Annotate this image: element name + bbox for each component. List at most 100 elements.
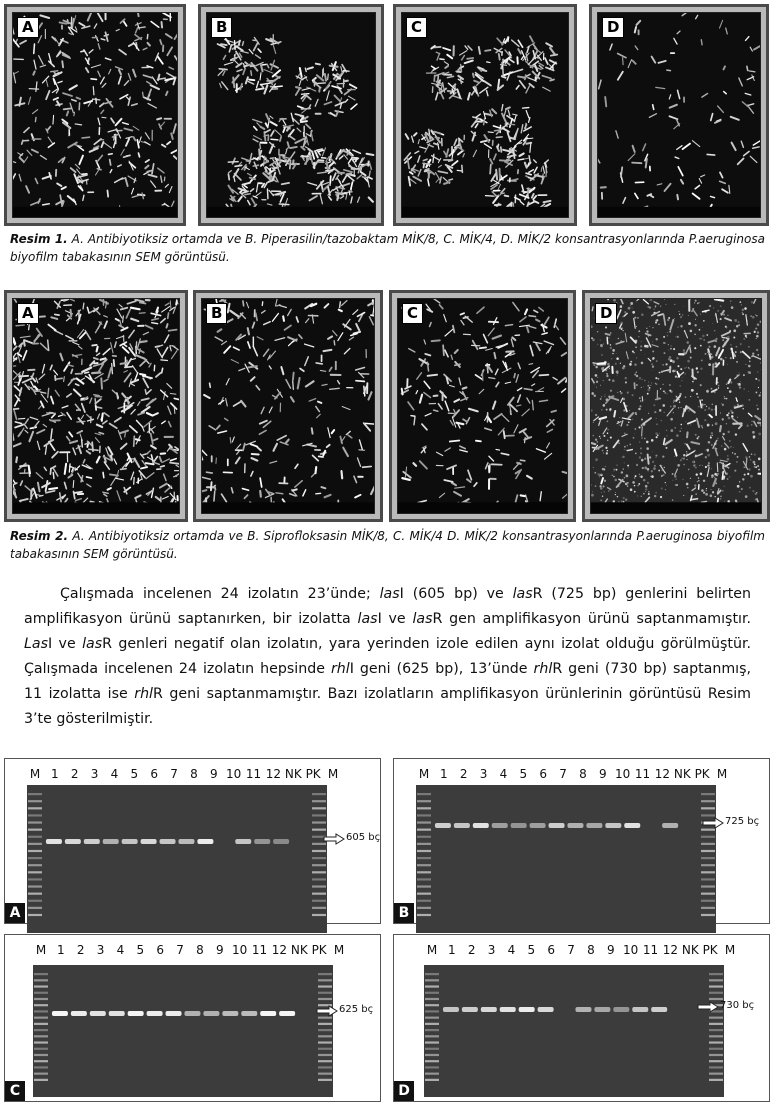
lane-label: 6	[539, 767, 548, 781]
gel-band	[45, 839, 62, 844]
panel-letter: B	[206, 303, 228, 324]
gel-band	[594, 1007, 611, 1012]
ladder-band	[709, 979, 723, 982]
gel-image	[27, 785, 327, 933]
ladder-band	[709, 991, 723, 994]
ladder-band	[709, 1047, 723, 1050]
lane-label: 3	[90, 767, 99, 781]
ladder-band	[701, 828, 715, 831]
lane-label: PK	[305, 767, 321, 781]
lane-label: 6	[150, 767, 159, 781]
lane-label: 6	[156, 943, 165, 957]
lane-label: 3	[487, 943, 496, 957]
panel-letter: C	[406, 17, 428, 38]
lane-label: 5	[527, 943, 536, 957]
lane-label: 12	[654, 767, 671, 781]
lane-label: 2	[70, 767, 79, 781]
ladder-band	[417, 814, 431, 817]
lane-label: 9	[606, 943, 615, 957]
ladder-band	[34, 985, 48, 988]
ladder-band	[425, 1072, 439, 1075]
lane-label: 9	[209, 767, 218, 781]
ladder-band	[709, 997, 723, 1001]
ladder-band	[709, 1078, 723, 1081]
lane-label: 7	[559, 767, 567, 781]
ladder-band	[425, 991, 439, 994]
lane-label: 1	[51, 767, 59, 781]
sem-image	[13, 299, 179, 513]
lane-label: 10	[232, 943, 248, 957]
panel-letter: C	[402, 303, 424, 324]
lane-label: 3	[96, 943, 105, 957]
gel-band	[453, 823, 470, 828]
lane-label: 9	[215, 943, 224, 957]
lane-labels: M 1 2 3 4 5 6 7 8 9 10 11 12 NK PK M	[5, 943, 380, 961]
ladder-band	[425, 1035, 439, 1038]
ladder-band	[28, 807, 42, 810]
gel-band	[605, 823, 622, 828]
arrow-right-icon	[316, 1005, 338, 1017]
lane-label: 12	[662, 943, 679, 957]
ladder-band	[701, 835, 715, 838]
ladder-band	[312, 871, 326, 874]
ladder-band	[318, 1035, 332, 1038]
sem-panel-2b: B	[193, 290, 383, 522]
ladder-band	[425, 979, 439, 982]
ladder-band	[417, 800, 431, 803]
lane-labels: M 1 2 3 4 5 6 7 8 9 10 11 12 NK PK M	[394, 767, 769, 785]
lane-label: 10	[623, 943, 639, 957]
ladder-band	[312, 878, 326, 881]
gel-band	[548, 823, 565, 828]
ladder-band	[425, 1060, 439, 1063]
gel-band	[434, 823, 451, 828]
gel-band	[108, 1011, 125, 1016]
ladder-band	[701, 878, 715, 881]
gel-band	[102, 839, 119, 844]
lane-label: NK	[673, 767, 691, 781]
ladder-band	[312, 814, 326, 817]
lane-label: 5	[136, 943, 145, 957]
ladder-band	[701, 899, 715, 902]
panel-letter: D	[394, 1081, 414, 1101]
ladder-band	[28, 835, 42, 838]
ladder-band	[425, 1004, 439, 1007]
gel-band	[222, 1011, 239, 1016]
gel-band	[197, 839, 214, 844]
ladder-band	[318, 1022, 332, 1025]
sem-panel-2d: D	[582, 290, 770, 522]
ladder-band	[318, 985, 332, 988]
sem-image	[398, 299, 567, 513]
gel-panel-c: M 1 2 3 4 5 6 7 8 9 10 11 12 NK PK M 625 bç C	[4, 934, 381, 1102]
lane-label: 1	[440, 767, 448, 781]
ladder-band	[417, 842, 431, 845]
gel-panel-a: M 1 2 3 4 5 6 7 8 9 10 11 12 NK PK M 605 bç A	[4, 758, 381, 933]
lane-label: 4	[116, 943, 125, 957]
lane-label: 7	[176, 943, 184, 957]
gel-band	[510, 823, 527, 828]
gel-image	[33, 965, 333, 1097]
body-paragraph: Çalışmada incelenen 24 izolatın 23’ünde;…	[24, 586, 752, 727]
lane-label: 7	[170, 767, 178, 781]
gel-band	[624, 823, 641, 828]
gel-band	[662, 823, 679, 828]
lane-label: NK	[681, 943, 699, 957]
panel-letter: A	[17, 303, 39, 324]
ladder-band	[312, 899, 326, 902]
ladder-band	[701, 871, 715, 874]
ladder-band	[701, 793, 715, 796]
lane-label: 11	[634, 767, 651, 781]
gel-band	[159, 839, 176, 844]
ladder-band	[417, 835, 431, 838]
ladder-band	[318, 997, 332, 1001]
ladder-band	[28, 849, 42, 853]
ladder-band	[701, 913, 715, 917]
lane-label: PK	[694, 767, 710, 781]
gel-band	[203, 1011, 220, 1016]
gel-band	[64, 839, 81, 844]
ladder-band	[318, 991, 332, 994]
ladder-band	[417, 892, 431, 895]
ladder-band	[312, 835, 326, 838]
ladder-band	[709, 973, 723, 976]
gel-band	[260, 1011, 277, 1016]
gel-panel-d: M 1 2 3 4 5 6 7 8 9 10 11 12 NK PK M 730 bç D	[393, 934, 770, 1102]
